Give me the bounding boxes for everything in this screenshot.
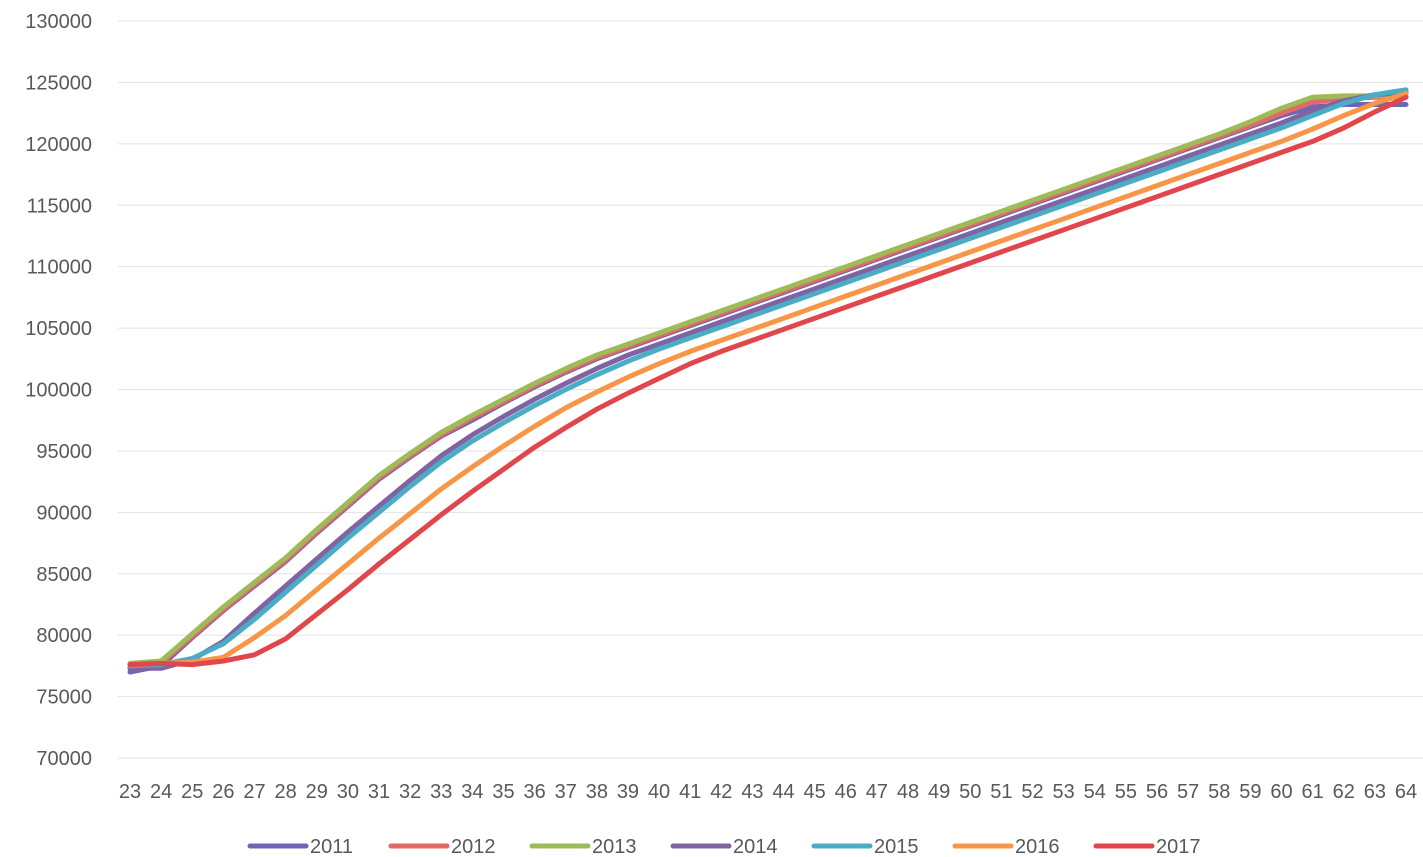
legend-item-2015: 2015 — [811, 836, 919, 857]
legend-item-2014: 2014 — [670, 836, 778, 857]
y-tick-label: 110000 — [27, 257, 92, 279]
x-tick-label: 24 — [150, 781, 172, 803]
series-2016 — [127, 91, 1409, 668]
x-tick-label: 49 — [928, 781, 950, 803]
x-tick-label: 54 — [1084, 781, 1106, 803]
y-tick-label: 125000 — [25, 72, 92, 94]
y-axis-tick-labels: 70000 75000 80000 85000 90000 95000 100000 1050… — [25, 11, 92, 770]
legend-item-2016: 2016 — [952, 836, 1060, 857]
y-tick-label: 100000 — [25, 380, 92, 402]
x-tick-label: 30 — [337, 781, 359, 803]
gridlines — [118, 20, 1423, 759]
x-tick-label: 63 — [1364, 781, 1386, 803]
series-2015 — [127, 87, 1409, 669]
x-tick-label: 23 — [119, 781, 141, 803]
x-tick-label: 59 — [1239, 781, 1261, 803]
legend-item-2012: 2012 — [388, 836, 496, 857]
series-line-2016 — [127, 91, 1409, 668]
y-tick-label: 115000 — [27, 195, 92, 217]
x-axis-tick-labels: 23 24 25 26 27 28 29 30 31 32 33 34 35 36 37 38 39 40 41 42… — [119, 781, 1417, 803]
x-tick-label: 52 — [1021, 781, 1043, 803]
y-tick-label: 120000 — [25, 134, 92, 156]
x-tick-label: 48 — [897, 781, 919, 803]
y-tick-label: 85000 — [36, 564, 92, 586]
legend-item-2013: 2013 — [529, 836, 637, 857]
x-tick-label: 35 — [492, 781, 514, 803]
x-tick-label: 32 — [399, 781, 421, 803]
x-tick-label: 61 — [1302, 781, 1324, 803]
x-tick-label: 57 — [1177, 781, 1199, 803]
x-tick-label: 64 — [1395, 781, 1417, 803]
x-tick-label: 45 — [804, 781, 826, 803]
x-tick-label: 47 — [866, 781, 888, 803]
series-lines — [127, 87, 1409, 675]
x-tick-label: 51 — [990, 781, 1012, 803]
legend-label: 2014 — [733, 836, 778, 857]
x-tick-label: 33 — [430, 781, 452, 803]
x-tick-label: 36 — [523, 781, 545, 803]
y-tick-label: 95000 — [36, 441, 92, 463]
legend-label: 2016 — [1015, 836, 1060, 857]
series-line-2013 — [127, 92, 1409, 666]
legend-label: 2013 — [592, 836, 637, 857]
x-tick-label: 41 — [679, 781, 701, 803]
y-tick-label: 70000 — [36, 748, 92, 770]
x-tick-label: 38 — [586, 781, 608, 803]
x-tick-label: 25 — [181, 781, 203, 803]
y-tick-label: 105000 — [25, 318, 92, 340]
y-tick-label: 90000 — [36, 502, 92, 524]
legend-label: 2012 — [451, 836, 496, 857]
x-tick-label: 39 — [617, 781, 639, 803]
x-tick-label: 42 — [710, 781, 732, 803]
x-tick-label: 60 — [1270, 781, 1292, 803]
series-line-2014 — [127, 89, 1409, 671]
legend-label: 2011 — [310, 836, 353, 857]
series-2012 — [127, 94, 1409, 668]
x-tick-label: 58 — [1208, 781, 1230, 803]
series-line-2017 — [127, 94, 1409, 668]
legend-item-2017: 2017 — [1093, 836, 1201, 857]
x-tick-label: 50 — [959, 781, 981, 803]
x-tick-label: 46 — [835, 781, 857, 803]
legend-item-2011: 2011 — [247, 836, 353, 857]
x-tick-label: 55 — [1115, 781, 1137, 803]
series-2017 — [127, 94, 1409, 668]
x-tick-label: 28 — [274, 781, 296, 803]
x-tick-label: 44 — [772, 781, 794, 803]
x-tick-label: 53 — [1053, 781, 1075, 803]
y-tick-label: 130000 — [25, 11, 92, 33]
x-tick-label: 27 — [243, 781, 265, 803]
legend-label: 2015 — [874, 836, 919, 857]
legend: 2011 2012 2013 2014 2015 2016 2017 — [247, 836, 1201, 857]
x-tick-label: 62 — [1333, 781, 1355, 803]
x-tick-label: 31 — [368, 781, 390, 803]
series-line-2012 — [127, 94, 1409, 668]
series-line-2015 — [127, 87, 1409, 669]
legend-label: 2017 — [1156, 836, 1201, 857]
x-tick-label: 43 — [741, 781, 763, 803]
x-tick-label: 29 — [306, 781, 328, 803]
x-tick-label: 40 — [648, 781, 670, 803]
y-tick-label: 75000 — [36, 687, 92, 709]
y-tick-label: 80000 — [36, 625, 92, 647]
series-2013 — [127, 92, 1409, 666]
x-tick-label: 34 — [461, 781, 483, 803]
x-tick-label: 56 — [1146, 781, 1168, 803]
x-tick-label: 26 — [212, 781, 234, 803]
x-tick-label: 37 — [555, 781, 577, 803]
